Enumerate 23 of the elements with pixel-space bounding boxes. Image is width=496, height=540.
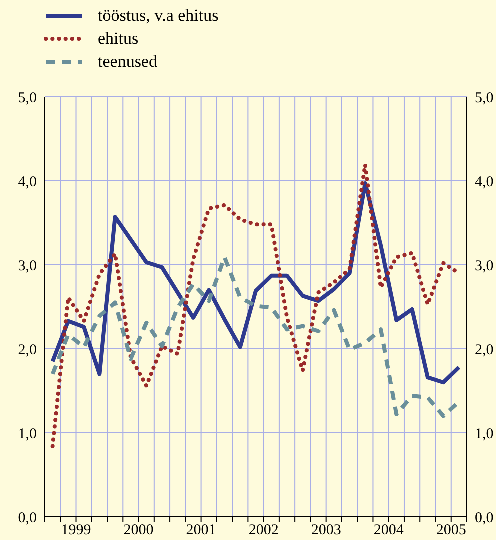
y-tick-label: 5,0	[18, 90, 37, 106]
y2-tick-label: 5,0	[475, 90, 494, 106]
y-tick-label: 0,0	[18, 510, 37, 526]
y2-tick-label: 0,0	[475, 510, 494, 526]
x-tick-label: 1999	[61, 522, 92, 539]
x-tick-label: 2005	[436, 522, 466, 539]
y2-tick-label: 2,0	[475, 342, 494, 358]
x-tick-label: 2003	[311, 522, 342, 539]
legend-label: teenused	[98, 51, 158, 73]
legend-label: tööstus, v.a ehitus	[98, 5, 219, 27]
y2-tick-label: 3,0	[475, 258, 494, 274]
x-tick-label: 2001	[186, 522, 216, 539]
y-tick-label: 4,0	[18, 174, 37, 190]
y2-tick-label: 4,0	[475, 174, 494, 190]
x-tick-label: 2002	[248, 522, 279, 539]
x-tick-label: 2000	[124, 522, 154, 539]
x-tick-label: 2004	[374, 522, 404, 539]
y-tick-label: 3,0	[18, 258, 37, 274]
legend-label: ehitus	[98, 28, 139, 50]
line-series	[50, 182, 462, 385]
y2-tick-label: 1,0	[475, 426, 494, 442]
y-tick-label: 1,0	[18, 426, 37, 442]
y-tick-label: 2,0	[18, 342, 37, 358]
